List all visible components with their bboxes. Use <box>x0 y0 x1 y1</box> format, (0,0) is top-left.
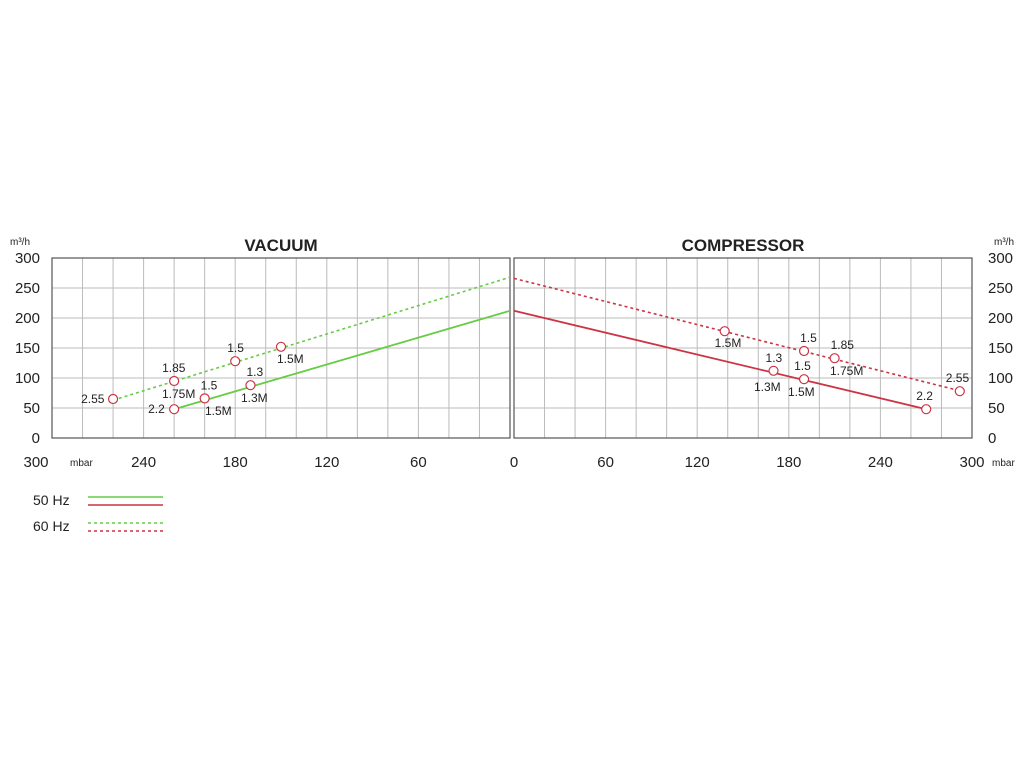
point-label: 1.85 <box>162 361 186 375</box>
data-point <box>199 393 210 404</box>
plot-frame <box>513 257 973 439</box>
point-label: 1.3 <box>246 365 263 379</box>
series-line <box>513 277 957 391</box>
data-point <box>169 375 180 387</box>
x-axis-unit: mbar <box>992 458 1015 469</box>
x-tick-label: 300 <box>23 454 48 471</box>
series-line <box>173 309 511 411</box>
x-tick-label: 120 <box>685 454 710 471</box>
point-label: 2.2 <box>916 389 933 403</box>
point-label: 1.3 <box>766 351 783 365</box>
x-axis-unit: mbar <box>70 458 93 469</box>
y-axis-unit: m³/h <box>994 237 1014 248</box>
y-tick-label: 0 <box>32 430 40 447</box>
x-tick-label: 180 <box>776 454 801 471</box>
data-point <box>719 326 730 337</box>
y-tick-label: 150 <box>988 340 1013 357</box>
y-tick-label: 100 <box>988 370 1013 387</box>
x-tick-label: 120 <box>314 454 339 471</box>
y-axis-unit: m³/h <box>10 237 30 248</box>
data-point <box>169 404 180 415</box>
grid <box>514 258 972 438</box>
legend-label: 50 Hz <box>33 492 70 508</box>
data-point <box>921 404 932 415</box>
point-label: 1.5 <box>201 378 218 392</box>
point-label: 2.55 <box>946 371 970 385</box>
data-point <box>230 356 241 367</box>
point-label: 1.5M <box>715 336 742 350</box>
annotation-label: 1.3M <box>241 391 268 405</box>
annotation-label: 1.5M <box>205 404 232 418</box>
compressor-chart: COMPRESSOR 300 250 200 150 100 50 0 m³/h 0 60 120 18… <box>510 236 1016 471</box>
y-tick-label: 200 <box>15 310 40 327</box>
x-tick-label: 240 <box>131 454 156 471</box>
x-tick-label: 180 <box>223 454 248 471</box>
x-tick-label: 240 <box>868 454 893 471</box>
x-tick-label: 60 <box>410 454 427 471</box>
annotation-label: 1.3M <box>754 380 781 394</box>
y-tick-label: 0 <box>988 430 996 447</box>
y-tick-label: 100 <box>15 370 40 387</box>
data-point <box>798 374 810 385</box>
data-point <box>107 393 119 405</box>
point-label: 2.55 <box>81 392 105 406</box>
y-tick-label: 250 <box>15 280 40 297</box>
series-line <box>513 309 927 411</box>
y-tick-label: 50 <box>988 400 1005 417</box>
y-tick-label: 300 <box>15 250 40 267</box>
chart-title: VACUUM <box>244 236 317 255</box>
data-point <box>829 353 840 364</box>
y-tick-label: 300 <box>988 250 1013 267</box>
point-label: 1.5 <box>227 341 244 355</box>
chart-title: COMPRESSOR <box>682 236 805 255</box>
y-tick-label: 150 <box>15 340 40 357</box>
data-point <box>275 341 287 352</box>
data-point <box>798 345 810 357</box>
annotation-label: 1.5M <box>788 385 815 399</box>
y-tick-label: 200 <box>988 310 1013 327</box>
data-point <box>245 380 256 391</box>
annotation-label: 1.75M <box>162 387 195 401</box>
data-point <box>768 365 779 376</box>
point-label: 1.5M <box>277 352 304 366</box>
legend-label: 60 Hz <box>33 518 70 534</box>
data-point <box>954 386 965 397</box>
point-label: 1.85 <box>831 338 855 352</box>
vacuum-chart: VACUUM 300 250 200 150 100 50 0 m³/h 300 240 180 120… <box>10 236 511 471</box>
point-label: 1.5 <box>800 331 817 345</box>
legend: 50 Hz 60 Hz <box>33 492 163 534</box>
y-tick-label: 250 <box>988 280 1013 297</box>
x-tick-label: 0 <box>510 454 518 471</box>
plot-frame <box>51 257 511 439</box>
annotation-label: 1.75M <box>830 364 863 378</box>
x-tick-label: 60 <box>597 454 614 471</box>
y-tick-label: 50 <box>23 400 40 417</box>
point-label: 2.2 <box>148 402 165 416</box>
point-label: 1.5 <box>794 359 811 373</box>
x-tick-label: 300 <box>959 454 984 471</box>
